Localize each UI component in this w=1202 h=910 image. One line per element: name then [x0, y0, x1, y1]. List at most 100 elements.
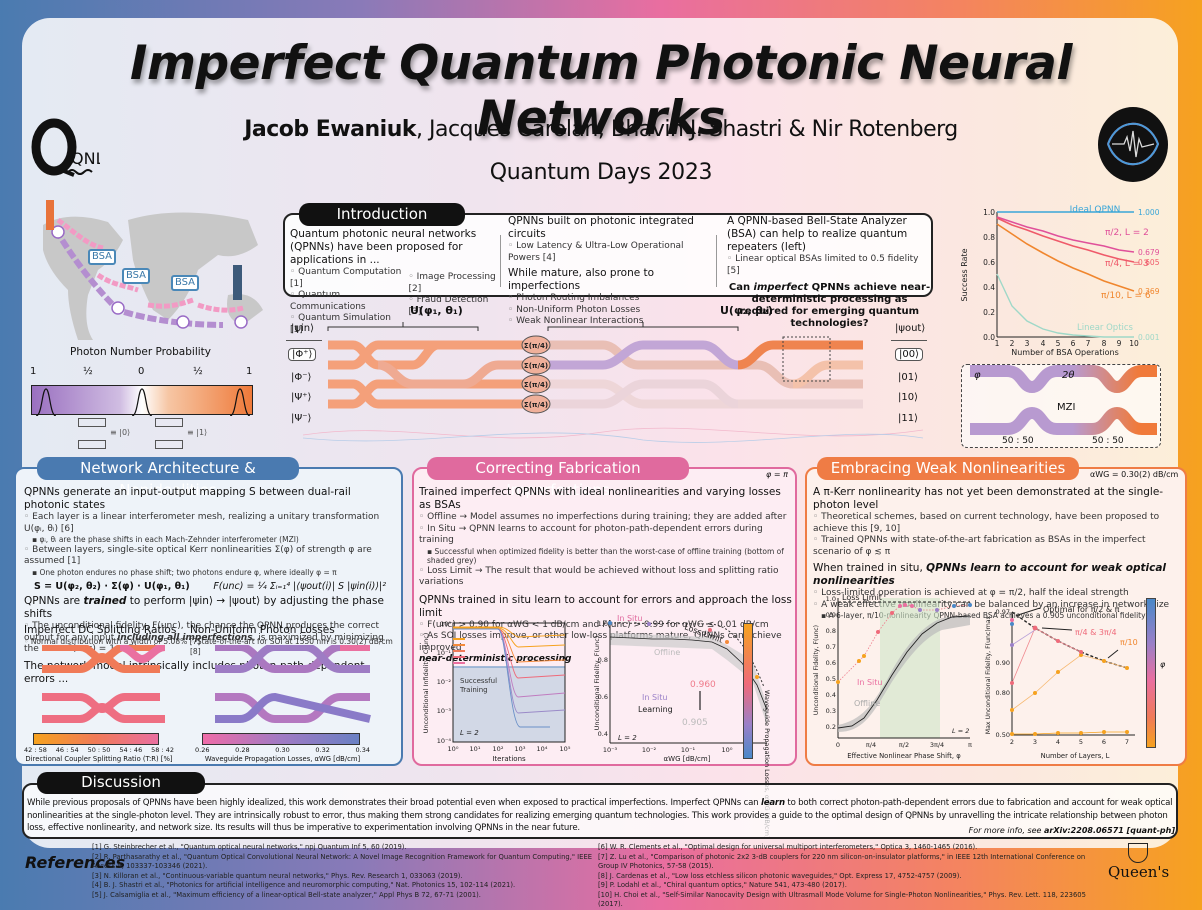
svg-text:Iterations: Iterations — [492, 755, 526, 763]
svg-text:Successful: Successful — [460, 677, 497, 685]
svg-text:1: 1 — [995, 339, 1000, 348]
svg-text:Success Rate: Success Rate — [960, 248, 969, 301]
svg-text:L = 2: L = 2 — [618, 734, 637, 742]
svg-text:0.2: 0.2 — [826, 723, 836, 731]
phase-colorbar-label: φ — [1160, 660, 1166, 669]
svg-text:3: 3 — [1033, 738, 1037, 746]
splitting-colorbar — [33, 733, 159, 745]
svg-text:Effective Nonlinear Phase Shif: Effective Nonlinear Phase Shift, φ — [847, 752, 961, 760]
svg-text:10⁰: 10⁰ — [448, 745, 459, 753]
svg-text:10⁻¹: 10⁻¹ — [681, 746, 696, 754]
intro-question: Can imperfect QPNNs achieve near-determi… — [728, 282, 931, 329]
svg-text:π: π — [968, 741, 972, 749]
svg-text:In Situ: In Situ — [857, 678, 882, 687]
mzi-inset: φ 2θ MZI 50 : 50 50 : 50 — [961, 364, 1161, 448]
authors: Jacob Ewaniuk, Jacques Carolan, Bhavin J… — [244, 117, 958, 142]
input-phi-minus: |Φ⁻⟩ — [291, 372, 312, 383]
svg-text:Unconditional Fidelity, F(unc): Unconditional Fidelity, F(unc) — [813, 625, 820, 715]
fabrication-heading: Correcting Fabrication Imperfections — [427, 457, 689, 499]
svg-text:0.5: 0.5 — [826, 675, 836, 683]
prob-title: Photon Number Probability — [70, 346, 211, 358]
svg-text:10⁻¹: 10⁻¹ — [437, 649, 452, 657]
svg-text:10³: 10³ — [515, 745, 526, 753]
bsa-label-3: BSA — [171, 275, 199, 291]
svg-text:0.8: 0.8 — [826, 627, 836, 635]
equation-fidelity: F(unc) = ¼ Σᵢ₌₁⁴ |⟨ψout(i)| S |ψin(i)⟩|² — [213, 581, 386, 592]
svg-text:0.001: 0.001 — [1138, 333, 1160, 342]
svg-text:Σ(π/4): Σ(π/4) — [524, 381, 548, 389]
references-col1: [1] G. Steinbrecher et al., "Quantum opt… — [92, 843, 593, 899]
svg-text:6: 6 — [1071, 339, 1076, 348]
prob-ticks: 1 ½ 0 ½ 1 — [30, 366, 253, 377]
svg-text:0.90: 0.90 — [996, 659, 1010, 667]
arxiv-link[interactable]: arXiv:2208.06571 [quant-ph] — [1044, 826, 1175, 835]
success-rate-chart: 0.0 0.2 0.4 0.6 0.8 1.0 1 2 3 4 5 6 7 8 9 10 Number of… — [955, 200, 1175, 360]
qpnn-circuit: U(φ₁, θ₁) U(φ₂, θ₂) |ψin⟩ |ψout⟩ |Φ⁺⟩ |Φ… — [283, 300, 951, 452]
svg-text:0.80: 0.80 — [996, 689, 1010, 697]
world-map-figure — [28, 200, 268, 345]
photon-losses: Non-Uniform Photon Losses State-of-the-a… — [190, 624, 400, 656]
splitting-colorbar-label: Directional Coupler Splitting Ratio (T:R… — [25, 755, 173, 763]
svg-text:10⁻⁴: 10⁻⁴ — [437, 737, 452, 745]
svg-text:Loss Limit: Loss Limit — [842, 593, 882, 602]
bsa-label-2: BSA — [122, 268, 150, 284]
svg-text:L = 2: L = 2 — [460, 729, 479, 737]
svg-text:π/4, L = 3: π/4, L = 3 — [1105, 259, 1149, 269]
svg-text:Max Unconditional Fidelity, F(: Max Unconditional Fidelity, F(unc)max — [985, 615, 992, 734]
svg-text:0.8: 0.8 — [983, 233, 995, 242]
svg-text:1.000: 1.000 — [1138, 208, 1160, 217]
svg-text:10⁻³: 10⁻³ — [603, 746, 618, 754]
svg-text:0.4: 0.4 — [826, 691, 836, 699]
architecture-heading: Network Architecture & Nonidealities — [37, 457, 299, 499]
svg-text:0.3: 0.3 — [826, 707, 836, 715]
infidelity-chart: 10⁰ 10⁻¹ 10⁻² 10⁻³ 10⁻⁴ 10⁰ 10¹ 10² 10³ 10⁴ 10⁵ S… — [420, 615, 595, 765]
svg-text:5: 5 — [1056, 339, 1061, 348]
svg-text:0.7: 0.7 — [826, 643, 836, 651]
fidelity-vs-phase-chart: 1.0 0.9 0.8 0.7 0.6 0.5 0.4 0.3 0.2 0 π/4 π/2 3π/4 π… — [812, 590, 977, 765]
svg-text:0.9: 0.9 — [826, 611, 836, 619]
state0-label: ≡ |0⟩ — [110, 428, 131, 437]
svg-text:Training: Training — [459, 686, 488, 694]
svg-text:0.2: 0.2 — [983, 308, 995, 317]
loss-colorbar-fab — [743, 623, 753, 759]
svg-text:Optimal for π/2 & π: Optimal for π/2 & π — [1043, 605, 1120, 614]
svg-text:0.97: 0.97 — [996, 608, 1010, 616]
svg-text:0.905: 0.905 — [682, 718, 708, 728]
svg-text:10⁵: 10⁵ — [560, 745, 571, 753]
svg-text:π/4 & 3π/4: π/4 & 3π/4 — [1075, 628, 1117, 637]
state1-top — [155, 418, 183, 427]
svg-text:0.960: 0.960 — [690, 680, 716, 690]
references-heading: References — [25, 853, 126, 872]
discussion-box — [22, 783, 1178, 839]
conference: Quantum Days 2023 — [489, 160, 713, 185]
svg-text:2: 2 — [1010, 738, 1014, 746]
qnl-logo: QNL — [30, 117, 105, 177]
svg-text:10⁻²: 10⁻² — [642, 746, 657, 754]
state1-bottom — [155, 440, 183, 449]
output-11: |11⟩ — [898, 413, 918, 424]
svg-text:4: 4 — [1056, 738, 1060, 746]
svg-text:10⁻²: 10⁻² — [437, 678, 452, 686]
intro-heading: Introduction — [299, 203, 465, 226]
svg-text:0.4: 0.4 — [983, 283, 995, 292]
svg-text:αWG [dB/cm]: αWG [dB/cm] — [664, 755, 711, 763]
output-01: |01⟩ — [898, 372, 918, 383]
svg-text:10: 10 — [1129, 339, 1139, 348]
nonlin-condition: αWG = 0.30(2) dB/cm — [1090, 470, 1179, 479]
state1-label: ≡ |1⟩ — [187, 428, 208, 437]
svg-text:0.6: 0.6 — [598, 693, 608, 701]
svg-text:π/10, L = 6: π/10, L = 6 — [1101, 291, 1151, 301]
probability-colorbar — [31, 385, 253, 416]
nonlinearity-text: A π-Kerr nonlinearity has not yet been d… — [813, 486, 1185, 621]
svg-text:Number of Layers, L: Number of Layers, L — [1041, 752, 1110, 760]
svg-text:0.50: 0.50 — [996, 731, 1010, 739]
svg-text:0.6: 0.6 — [983, 258, 995, 267]
svg-text:Number of BSA Operations: Number of BSA Operations — [1011, 348, 1119, 357]
output-10: |10⟩ — [898, 392, 918, 403]
nonlinearity-heading: Embracing Weak Nonlinearities — [817, 457, 1079, 480]
svg-text:0.679: 0.679 — [1138, 248, 1160, 257]
svg-text:2: 2 — [1010, 339, 1015, 348]
svg-text:0.6: 0.6 — [826, 659, 836, 667]
fab-condition: φ = π — [766, 470, 788, 479]
svg-text:Unconditional Fidelity, F(unc): Unconditional Fidelity, F(unc) — [593, 636, 601, 731]
